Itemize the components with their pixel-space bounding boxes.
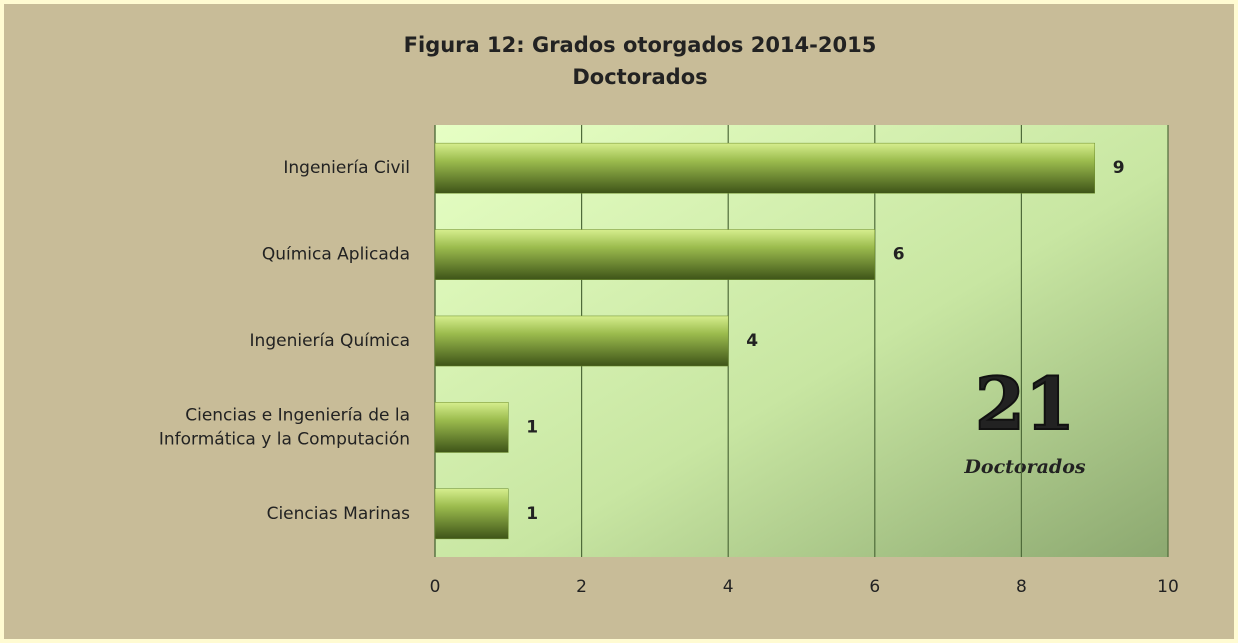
x-tick-label: 4 — [723, 577, 734, 597]
chart-subtitle: Doctorados — [572, 65, 707, 89]
value-label: 4 — [746, 331, 758, 351]
x-tick-label: 8 — [1016, 577, 1027, 597]
annotation-text: Doctorados — [963, 456, 1085, 478]
value-label: 1 — [526, 417, 538, 437]
x-tick-label: 10 — [1157, 577, 1179, 597]
y-tick-label: Ingeniería Civil — [283, 158, 410, 178]
y-tick-label: Ciencias Marinas — [267, 504, 411, 524]
value-label: 9 — [1113, 158, 1125, 178]
y-tick-label: Química Aplicada — [262, 245, 410, 265]
bar — [434, 315, 729, 367]
x-tick-label: 2 — [576, 577, 587, 597]
x-tick-label: 0 — [430, 577, 441, 597]
value-label: 6 — [893, 245, 905, 265]
x-tick-label: 6 — [869, 577, 880, 597]
bar — [434, 229, 876, 280]
y-tick-label: Ciencias e Ingeniería de la Informática y… — [159, 405, 410, 449]
value-label: 1 — [526, 504, 538, 524]
chart-title: Figura 12: Grados otorgados 2014-2015 — [404, 33, 877, 57]
bar — [434, 402, 509, 453]
bar — [434, 488, 509, 540]
y-tick-label: Ingeniería Química — [250, 331, 410, 351]
annotation-number: 21 — [975, 361, 1075, 446]
bar — [434, 142, 1095, 194]
